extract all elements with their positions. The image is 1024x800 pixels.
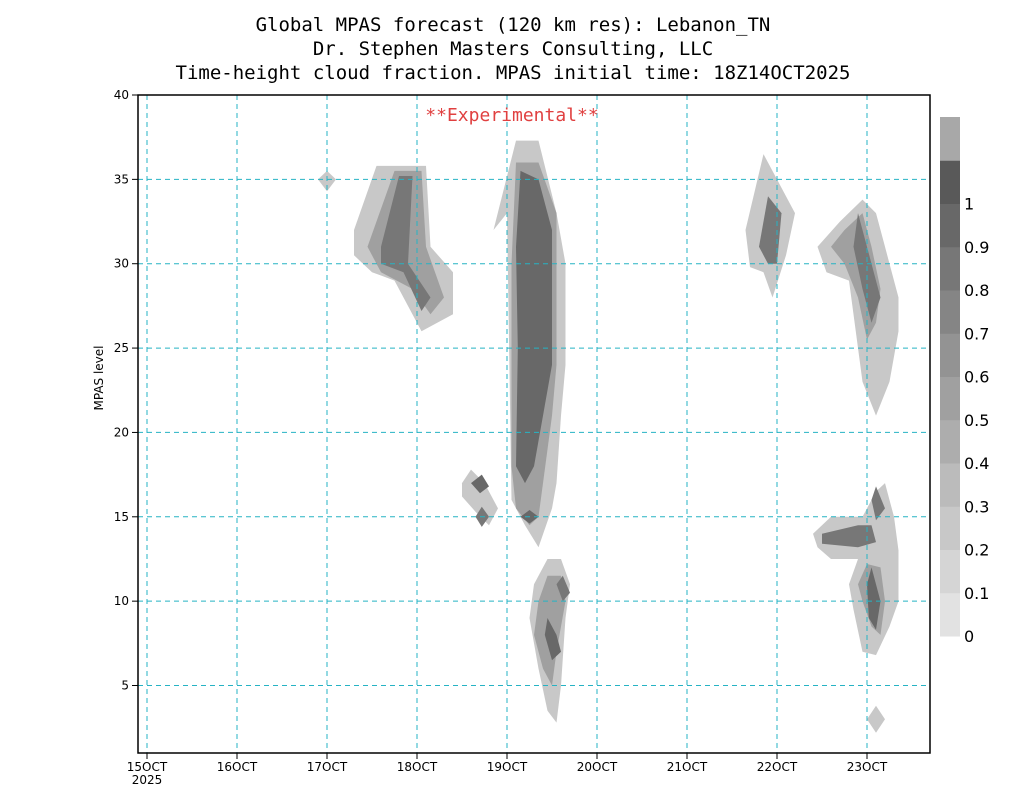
x-tick-label-7: 22OCT [757, 760, 798, 774]
y-axis: 5 10 15 20 25 30 35 40 [114, 88, 138, 693]
colorbar-segment-9 [940, 203, 960, 248]
cloud-region-21 [822, 525, 876, 548]
x-tick-label-3: 18OCT [397, 760, 438, 774]
x-tick-label-6: 21OCT [667, 760, 708, 774]
cloud-region-14 [556, 575, 570, 602]
cloud-region-3 [381, 176, 431, 311]
colorbar-label-3: 0.3 [964, 497, 989, 516]
experimental-annotation: **Experimental** [425, 105, 598, 126]
x-tick-label-2: 17OCT [307, 760, 348, 774]
cloud-region-5 [471, 474, 489, 494]
y-tick-label-7: 40 [114, 88, 129, 102]
y-tick-label-0: 5 [121, 679, 129, 693]
x-tick-label-5: 20OCT [577, 760, 618, 774]
colorbar-label-0: 0 [964, 627, 974, 646]
grid-lines [138, 95, 930, 753]
colorbar-segment-3 [940, 463, 960, 507]
cloud-region-24 [867, 567, 881, 630]
cloud-region-9 [516, 170, 552, 484]
cloud-region-16 [759, 196, 782, 264]
y-tick-label-6: 35 [114, 172, 129, 186]
colorbar-segment-6 [940, 333, 960, 377]
x-tick-label-8: 23OCT [847, 760, 888, 774]
colorbar-label-10: 1 [964, 195, 974, 214]
colorbar-label-4: 0.4 [964, 454, 989, 473]
y-tick-label-4: 25 [114, 341, 129, 355]
colorbar-segment-7 [940, 290, 960, 334]
colorbar-segment-1 [940, 549, 960, 594]
x-tick-sublabel-0: 2025 [132, 773, 163, 787]
colorbar-segment-10 [940, 160, 960, 204]
plot-frame [137, 94, 931, 754]
colorbar-segment-2 [940, 506, 960, 550]
cloud-region-4 [462, 469, 498, 526]
y-tick-label-3: 20 [114, 425, 129, 439]
cloud-region-0 [318, 170, 336, 192]
colorbar-label-1: 0.1 [964, 584, 989, 603]
title-line-2: Dr. Stephen Masters Consulting, LLC [313, 38, 713, 60]
y-tick-label-2: 15 [114, 510, 129, 524]
cloud-region-20 [813, 483, 899, 656]
colorbar-label-6: 0.6 [964, 368, 989, 387]
colorbar-label-8: 0.8 [964, 281, 989, 300]
title-line-1: Global MPAS forecast (120 km res): Leban… [256, 14, 771, 36]
cloud-region-13 [544, 618, 561, 661]
cloud-fraction-field [318, 140, 899, 733]
y-axis-label: MPAS level [92, 346, 106, 411]
x-tick-label-1: 16OCT [217, 760, 258, 774]
colorbar: 0 0.1 0.2 0.3 0.4 0.5 0.6 0.7 0.8 0.9 1 [940, 117, 989, 646]
colorbar-segment-5 [940, 376, 960, 421]
cloud-region-25 [867, 705, 885, 733]
cloud-region-22 [871, 486, 885, 521]
colorbar-segment-11 [940, 117, 960, 161]
colorbar-segment-0 [940, 592, 960, 637]
colorbar-label-2: 0.2 [964, 541, 989, 560]
x-tick-label-4: 19OCT [487, 760, 528, 774]
colorbar-segment-8 [940, 246, 960, 291]
colorbar-label-7: 0.7 [964, 324, 989, 343]
colorbar-label-9: 0.9 [964, 238, 989, 257]
y-tick-label-1: 10 [114, 594, 129, 608]
x-tick-label-0: 15OCT [127, 760, 168, 774]
title-line-3: Time-height cloud fraction. MPAS initial… [176, 62, 851, 84]
colorbar-segment-4 [940, 419, 960, 464]
colorbar-label-5: 0.5 [964, 411, 989, 430]
y-tick-label-5: 30 [114, 257, 129, 271]
